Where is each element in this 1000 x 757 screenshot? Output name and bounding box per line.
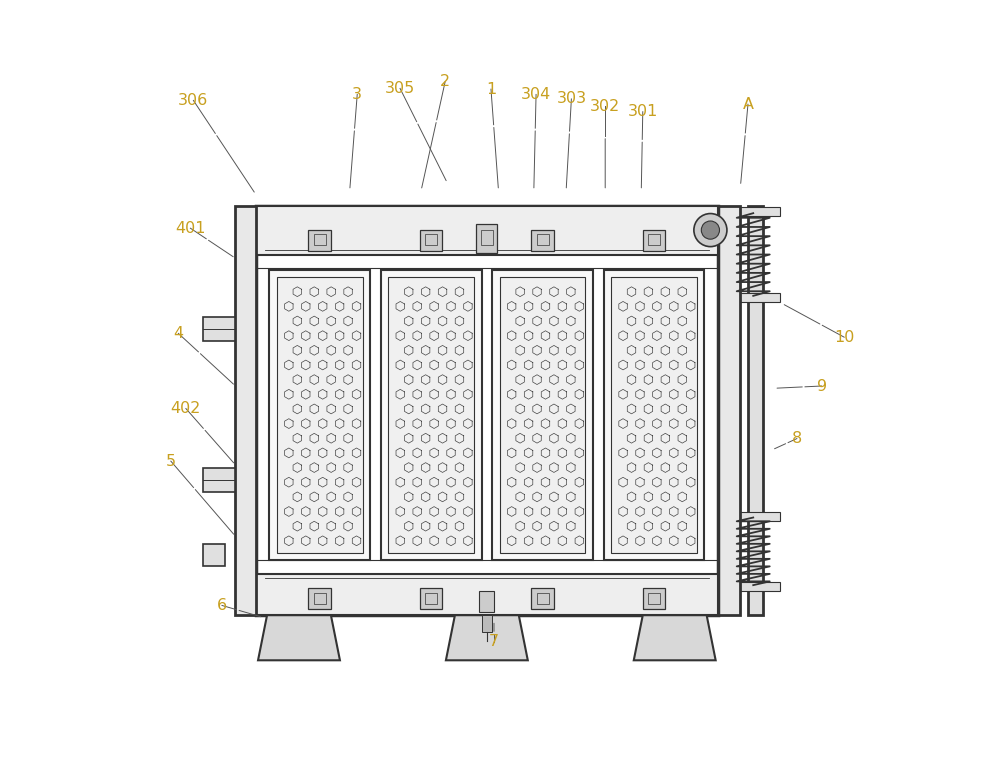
Bar [734,293,780,302]
Bar [269,269,370,560]
Text: 5: 5 [166,453,176,469]
Bar [308,588,331,609]
Bar [277,277,363,553]
Bar [425,593,437,604]
Text: 402: 402 [171,401,201,416]
Circle shape [694,213,727,247]
Bar [203,316,235,341]
Text: 4: 4 [173,326,183,341]
Bar [500,277,585,553]
Text: 401: 401 [175,221,206,235]
Bar [648,234,660,245]
Text: 2: 2 [440,74,450,89]
Bar [476,225,497,253]
Bar [314,234,326,245]
Bar [537,593,549,604]
Text: 10: 10 [834,329,854,344]
Text: 301: 301 [628,104,658,120]
Bar [531,229,554,251]
Text: 1: 1 [486,82,496,97]
Text: 305: 305 [385,81,415,96]
Bar [643,588,665,609]
Bar [531,588,554,609]
Text: 306: 306 [178,93,209,108]
Text: 304: 304 [521,87,551,102]
Bar [420,229,442,251]
Bar [734,582,780,591]
Bar [718,206,740,615]
Bar [388,277,474,553]
Bar [256,574,718,615]
Bar [420,588,442,609]
Polygon shape [634,615,716,660]
Bar [314,593,326,604]
Text: A: A [742,97,753,112]
Bar [203,544,225,566]
Bar [256,206,718,615]
Text: 7: 7 [489,634,499,649]
Bar [308,229,331,251]
Text: 8: 8 [792,431,802,446]
Bar [425,234,437,245]
Bar [203,469,235,492]
Polygon shape [258,615,340,660]
Bar [481,230,493,245]
Bar [734,512,780,521]
Bar [648,593,660,604]
Bar [537,234,549,245]
Bar [611,277,697,553]
Bar [734,207,780,217]
Bar [479,591,494,612]
Text: 303: 303 [556,92,586,107]
Bar [748,206,763,615]
Bar [482,615,492,632]
Bar [381,269,482,560]
Circle shape [701,221,719,239]
Bar [235,206,256,615]
Text: 3: 3 [352,87,362,102]
Polygon shape [446,615,528,660]
Text: 6: 6 [217,598,227,613]
Text: 9: 9 [817,378,827,394]
Bar [643,229,665,251]
Bar [604,269,704,560]
Text: 302: 302 [590,99,620,114]
Bar [492,269,593,560]
Bar [256,206,718,254]
